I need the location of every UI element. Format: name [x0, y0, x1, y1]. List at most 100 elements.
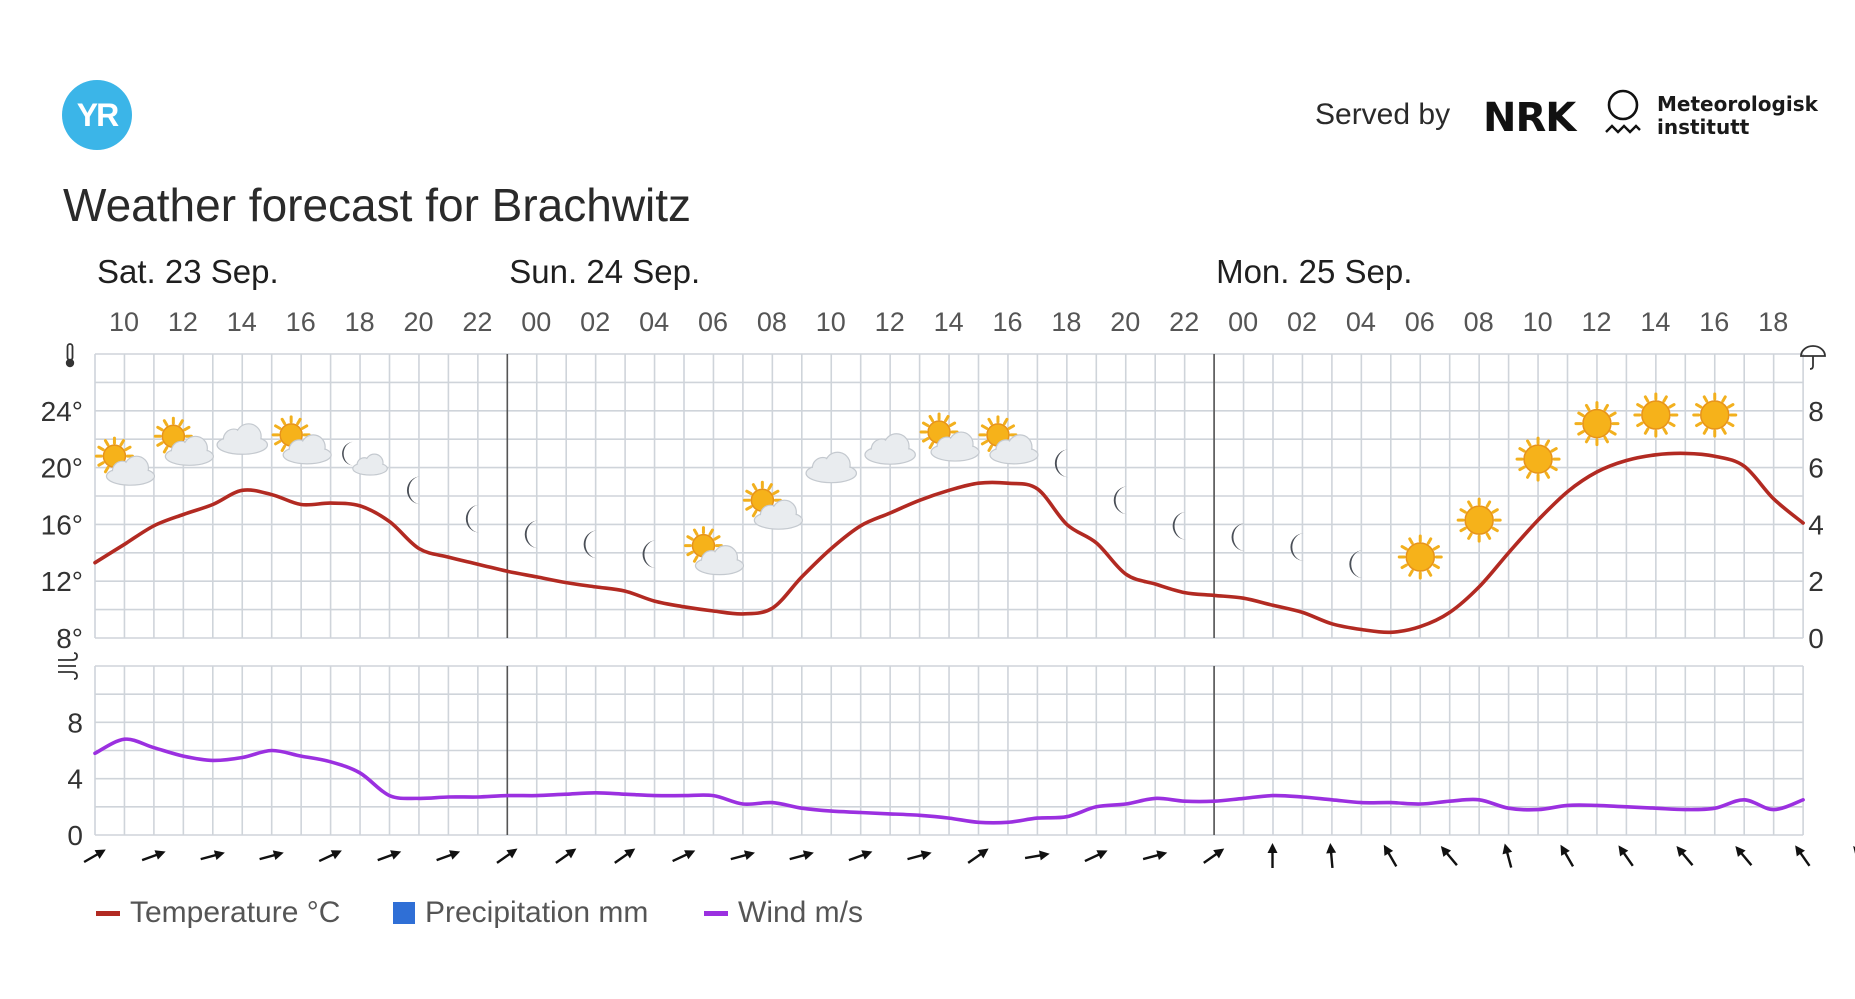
sun-ray: [1643, 427, 1650, 435]
wind-direction-arrow: [377, 850, 402, 862]
sun-ray: [1491, 526, 1499, 533]
sun-ray: [1577, 411, 1585, 418]
sun-ray: [987, 417, 993, 426]
sun-ray: [274, 439, 282, 446]
sun-ray: [928, 414, 935, 423]
wind-direction-arrow: [907, 850, 932, 861]
hour-tick-label: 08: [757, 307, 787, 337]
sun-ray: [708, 528, 714, 536]
sun-ray: [1636, 421, 1644, 428]
sun-ray: [1002, 417, 1009, 426]
partly-cloudy-day-icon: [94, 436, 156, 486]
axis-labels: 8° 12° 16° 20° 24° 0 2 4 6 8 0 4 8: [41, 396, 1824, 851]
sun-ray: [1007, 424, 1016, 430]
arrow-head: [390, 850, 402, 860]
hour-tick-label: 00: [1228, 307, 1258, 337]
legend-wind-swatch: [704, 910, 728, 916]
arrow-head: [565, 848, 577, 859]
sun-ray: [1636, 403, 1644, 409]
sun-ray: [1491, 508, 1499, 514]
umbrella-icon: [1800, 345, 1826, 370]
partly-cloudy-day-icon: [683, 526, 745, 576]
wind-direction-arrow: [200, 850, 225, 861]
sun-ray: [1426, 537, 1433, 545]
partly-cloudy-night-icon: [342, 441, 388, 476]
hour-tick-label: 10: [109, 307, 139, 337]
wind-direction-arrow: [1735, 846, 1753, 866]
sun-ray: [1695, 421, 1703, 428]
hour-tick-label: 12: [168, 307, 198, 337]
hour-tick-label: 10: [816, 307, 846, 337]
wind-direction-arrow: [1676, 846, 1694, 866]
hour-tick-label: 02: [580, 307, 610, 337]
sun-ray: [1550, 465, 1558, 472]
wind-direction-arrow: [1853, 846, 1855, 866]
page-title: Weather forecast for Brachwitz: [63, 179, 692, 231]
arrow-head: [330, 850, 342, 860]
precipitation-tick-label: 0: [1808, 623, 1824, 654]
wind-arrows: [83, 843, 1855, 869]
sun-ray: [1668, 421, 1676, 428]
cloud-fill: [950, 433, 973, 456]
sun-ray: [1459, 526, 1467, 533]
legend-precipitation-label: Precipitation mm: [425, 896, 649, 929]
sun-ray: [745, 489, 753, 496]
sun-ray: [296, 417, 302, 426]
cloud-fill: [302, 435, 325, 458]
wind-layer: [93, 737, 1805, 825]
sun-ray: [1544, 471, 1551, 479]
sun-ray: [980, 439, 989, 446]
sun-ray: [751, 483, 758, 491]
met-institute-logo-icon[interactable]: [1603, 88, 1643, 144]
wind-direction-arrow: [1084, 850, 1108, 863]
sun-ray: [692, 555, 699, 563]
hour-tick-label: 12: [875, 307, 905, 337]
sun-ray: [274, 424, 282, 430]
clear-day-icon: [1456, 497, 1502, 543]
day-labels: Sat. 23 Sep. Sun. 24 Sep. Mon. 25 Sep.: [97, 253, 1412, 290]
hour-tick-label: 14: [227, 307, 257, 337]
legend-temperature[interactable]: Temperature °C: [96, 896, 340, 930]
grid: [94, 353, 1804, 836]
wind-direction-arrow: [1502, 843, 1513, 868]
met-institute-name: Meteorologisk institutt: [1657, 93, 1818, 139]
arrow-head: [213, 850, 225, 861]
wind-direction-arrow: [83, 849, 106, 864]
arrow-head: [1735, 846, 1746, 857]
sun-ray: [928, 441, 935, 450]
wind-direction-arrow: [318, 850, 342, 863]
sun-ray: [183, 425, 191, 432]
precipitation-tick-label: 6: [1808, 453, 1824, 484]
hour-tick-label: 00: [521, 307, 551, 337]
legend-wind[interactable]: Wind m/s: [704, 896, 863, 930]
arrow-head: [1096, 850, 1108, 860]
thermometer-icon: [65, 343, 75, 368]
arrow-head: [1267, 843, 1278, 853]
legend-precipitation[interactable]: Precipitation mm: [393, 896, 648, 930]
wind-direction-arrow: [1326, 843, 1337, 869]
clear-day-icon: [1574, 401, 1620, 447]
cloudy-icon: [216, 423, 269, 455]
sun-ray: [1721, 395, 1727, 403]
wind-tick-label: 0: [67, 820, 83, 851]
wind-direction-arrow: [1795, 845, 1811, 867]
hour-tick-label: 04: [1346, 307, 1376, 337]
sun-ray: [1668, 403, 1676, 409]
sun-ray: [1459, 508, 1467, 514]
nrk-logo[interactable]: NRK: [1483, 95, 1576, 141]
arrow-head: [272, 850, 284, 861]
sun-ray: [987, 444, 993, 452]
sun-ray: [1721, 427, 1727, 435]
clear-day-icon: [1397, 534, 1443, 580]
sun-ray: [119, 439, 125, 447]
arrow-head: [1502, 843, 1513, 855]
sun-ray: [745, 505, 753, 511]
sun-ray: [97, 445, 105, 452]
met-name-line1: Meteorologisk: [1657, 92, 1818, 116]
yr-logo[interactable]: YR: [62, 80, 132, 150]
arrow-head: [977, 848, 989, 859]
arrow-head: [154, 850, 166, 860]
arrow-head: [624, 848, 636, 859]
sun-ray: [162, 419, 169, 427]
weather-icons: [94, 392, 1738, 580]
